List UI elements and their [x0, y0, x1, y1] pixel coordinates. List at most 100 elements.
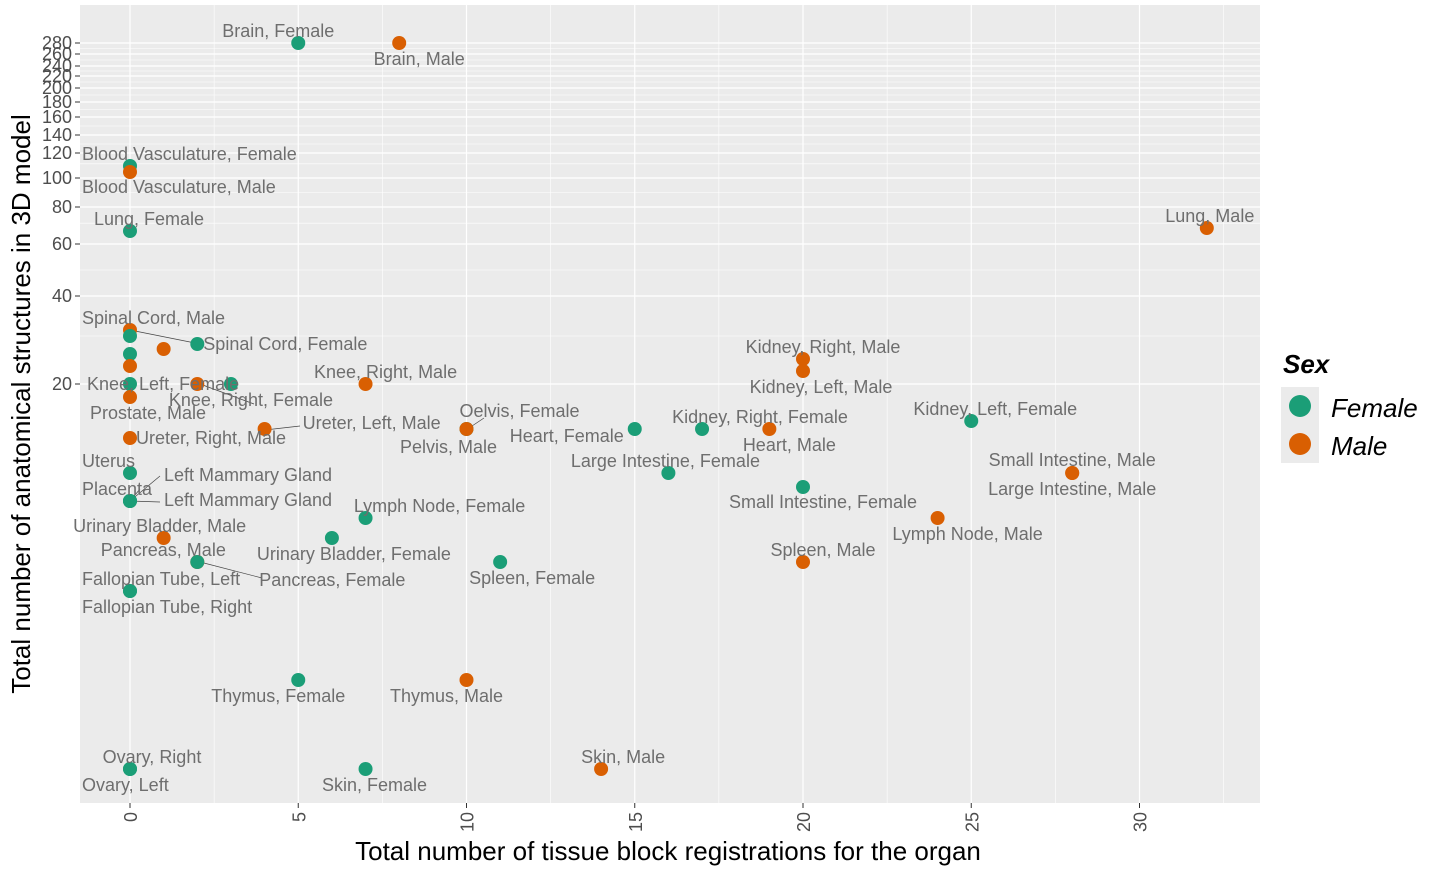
point-label: Urinary Bladder, Male [73, 516, 246, 536]
y-tick-label: 260 [42, 44, 72, 64]
y-tick-label: 160 [42, 107, 72, 127]
point-label: Large Intestine, Female [571, 451, 760, 471]
point-labels: Brain, Female Brain, Male Blood Vasculatur… [73, 21, 1254, 795]
data-point [223, 377, 238, 391]
point-label: Pelvis, Male [400, 437, 497, 457]
x-tick-label: 30 [1131, 812, 1151, 832]
data-point [123, 224, 137, 238]
data-point [257, 422, 272, 436]
y-tick-label: 140 [42, 125, 72, 145]
data-point [358, 762, 373, 776]
point-label: Blood Vasculature, Male [82, 177, 276, 197]
data-point [964, 414, 979, 428]
data-point [190, 555, 205, 569]
y-tick-label: 280 [42, 33, 72, 53]
point-label: Kidney, Right, Female [672, 407, 848, 427]
point-label: Urinary Bladder, Female [257, 544, 451, 564]
point-label: Left Mammary Gland [164, 465, 332, 485]
data-point [291, 673, 306, 687]
data-point [1065, 466, 1080, 480]
y-tick-label: 80 [52, 197, 72, 217]
y-tick-label: 40 [52, 286, 72, 306]
data-point [796, 352, 810, 366]
data-point [358, 377, 373, 391]
data-point [190, 377, 205, 391]
point-label: Knee, Left, Female [87, 374, 239, 394]
data-point [123, 347, 137, 361]
legend-label-male: Male [1331, 431, 1387, 461]
data-point [796, 480, 810, 494]
legend-label-female: Female [1331, 393, 1418, 423]
legend-title: Sex [1283, 349, 1331, 379]
y-axis-title: Total number of anatomical structures in… [6, 114, 36, 694]
data-point [123, 390, 137, 404]
data-point [324, 531, 339, 545]
data-point [930, 511, 945, 525]
point-label: Skin, Female [322, 775, 427, 795]
point-label: Kidney, Right, Male [746, 337, 901, 357]
point-label: Brain, Male [374, 49, 465, 69]
data-point [459, 422, 474, 436]
point-label: Heart, Male [743, 435, 836, 455]
x-tick-label: 0 [121, 812, 141, 822]
data-point [627, 422, 642, 436]
data-point [594, 762, 609, 776]
data-point [156, 531, 171, 545]
point-label: Heart, Female [510, 426, 624, 446]
point-label: Spinal Cord, Male [82, 308, 225, 328]
x-axis-title: Total number of tissue block registratio… [355, 836, 981, 866]
y-tick-label: 120 [42, 143, 72, 163]
point-label: Fallopian Tube, Left [82, 569, 240, 589]
data-points [123, 36, 1214, 776]
point-label: Lymph Node, Male [892, 524, 1042, 544]
point-label: Thymus, Male [390, 686, 503, 706]
legend-key-male [1289, 433, 1311, 455]
data-point [1199, 221, 1214, 235]
y-tick-label: 180 [42, 92, 72, 112]
point-label: Knee, Right, Female [169, 390, 333, 410]
x-axis-ticks: 0 5 10 15 20 25 30 [121, 803, 1151, 832]
point-label: Kidney, Left, Male [750, 377, 893, 397]
point-label: Ovary, Right [103, 747, 202, 767]
y-tick-label: 100 [42, 168, 72, 188]
data-point [796, 555, 810, 569]
legend: Sex Female Male [1281, 349, 1418, 463]
point-label: Lymph Node, Female [354, 496, 525, 516]
data-point [796, 364, 810, 378]
x-tick-label: 20 [794, 812, 814, 832]
x-tick-label: 10 [458, 812, 478, 832]
data-point [190, 337, 205, 351]
point-label: Prostate, Male [90, 403, 206, 423]
data-point [156, 342, 171, 356]
data-point [123, 329, 137, 343]
point-label: Fallopian Tube, Right [82, 597, 252, 617]
point-label: Left Mammary Gland [164, 490, 332, 510]
data-point [123, 165, 137, 179]
point-label: Uterus [82, 451, 135, 471]
y-tick-label: 220 [42, 66, 72, 86]
data-point [123, 359, 137, 373]
data-point [493, 555, 508, 569]
point-label: Thymus, Female [211, 686, 345, 706]
label-connectors [129, 329, 485, 579]
point-label: Oelvis, Female [459, 401, 579, 421]
data-point [123, 377, 137, 391]
data-point [123, 431, 137, 445]
label-connector [199, 561, 263, 579]
point-label: Large Intestine, Male [988, 479, 1156, 499]
y-tick-label: 20 [52, 374, 72, 394]
data-point [661, 466, 676, 480]
data-point [695, 422, 710, 436]
point-label: Small Intestine, Male [989, 450, 1156, 470]
plot-panel [80, 5, 1260, 803]
point-label: Spleen, Female [469, 568, 595, 588]
data-point [358, 511, 373, 525]
point-label: Skin, Male [581, 747, 665, 767]
point-label: Pancreas, Male [101, 540, 226, 560]
data-point [123, 494, 137, 508]
x-tick-label: 25 [962, 812, 982, 832]
point-label: Lung, Female [94, 209, 204, 229]
x-tick-label: 15 [626, 812, 646, 832]
